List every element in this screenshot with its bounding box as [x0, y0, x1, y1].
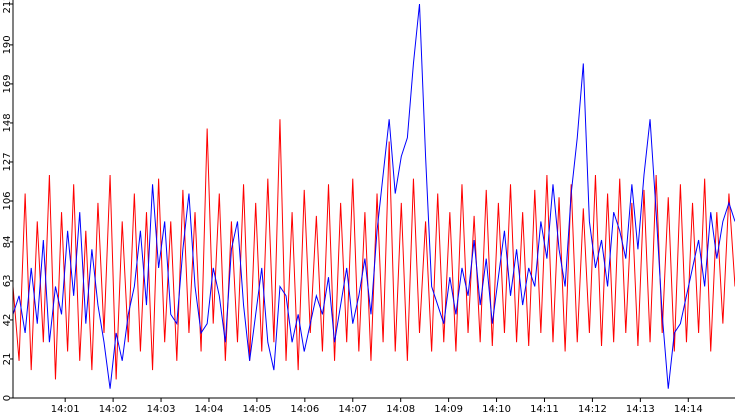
y-tick-label: 169 [2, 74, 13, 93]
x-tick-label: 14:10 [482, 404, 511, 415]
x-tick-label: 14:06 [290, 404, 319, 415]
x-tick-label: 14:08 [386, 404, 415, 415]
y-tick-label: 63 [2, 275, 13, 288]
series-line [12, 3, 735, 389]
y-tick-label: 84 [2, 236, 13, 249]
y-tick-label: 0 [2, 395, 13, 401]
y-tick-label: 190 [2, 35, 13, 54]
x-tick-label: 14:09 [434, 404, 463, 415]
x-tick-label: 14:14 [674, 404, 703, 415]
x-tick-label: 14:12 [578, 404, 607, 415]
y-tick-label: 106 [2, 191, 13, 210]
y-tick-label: 212 [2, 0, 13, 14]
y-tick-label: 42 [2, 314, 13, 327]
x-tick-label: 14:03 [147, 404, 176, 415]
y-tick-label: 148 [2, 113, 13, 132]
x-tick-label: 14:05 [242, 404, 271, 415]
x-tick-label: 14:07 [338, 404, 367, 415]
x-tick-label: 14:02 [99, 404, 128, 415]
x-tick-label: 14:13 [626, 404, 655, 415]
y-tick-label: 21 [2, 353, 13, 366]
x-tick-label: 14:11 [530, 404, 559, 415]
x-tick-label: 14:04 [195, 404, 224, 415]
y-tick-label: 127 [2, 152, 13, 171]
x-tick-label: 14:01 [51, 404, 80, 415]
